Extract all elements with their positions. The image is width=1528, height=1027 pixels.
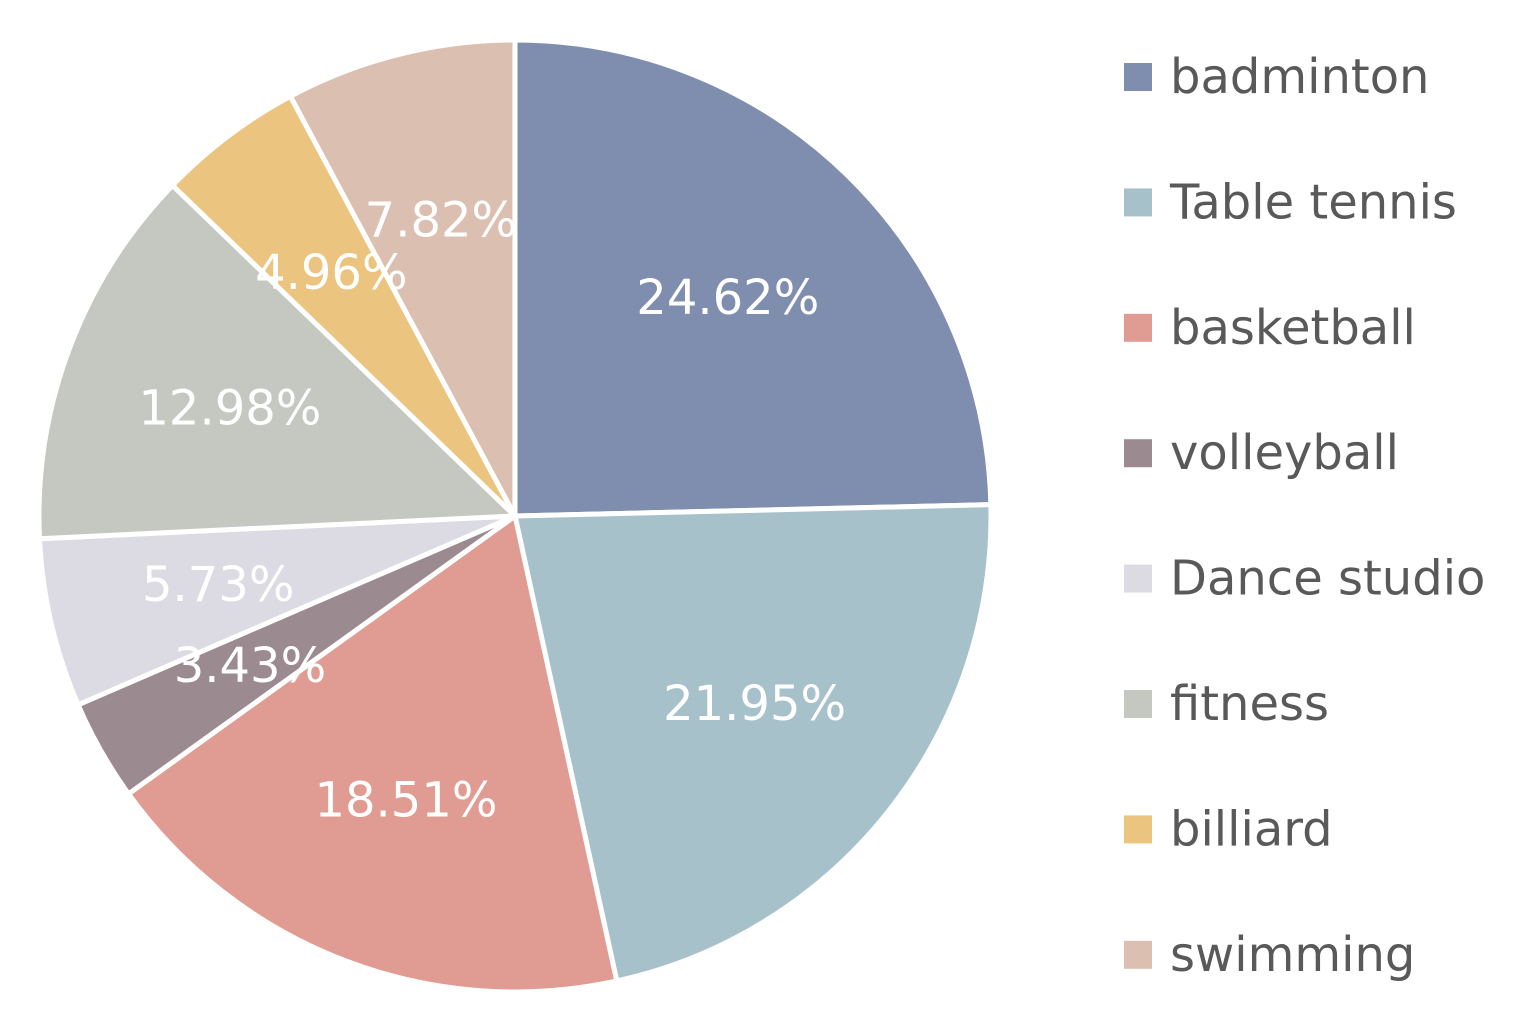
legend-item-volleyball: volleyball bbox=[1124, 425, 1399, 481]
legend-swatch-fitness bbox=[1124, 690, 1152, 718]
legend-label-badminton: badminton bbox=[1170, 49, 1429, 105]
legend-label-fitness: fitness bbox=[1170, 676, 1329, 732]
legend-swatch-table-tennis bbox=[1124, 188, 1152, 217]
legend-item-basketball: basketball bbox=[1124, 300, 1416, 356]
data-label-table-tennis: 21.95% bbox=[663, 676, 846, 732]
pie-slices bbox=[36, 37, 994, 995]
pie-slice-swimming bbox=[287, 37, 518, 519]
data-label-volleyball: 3.43% bbox=[174, 638, 326, 694]
legend-swatch-billiard bbox=[1124, 815, 1152, 844]
legend-item-fitness: fitness bbox=[1124, 676, 1329, 732]
legend-item-billiard: billiard bbox=[1124, 801, 1333, 857]
legend-swatch-volleyball bbox=[1124, 439, 1152, 468]
legend-item-badminton: badminton bbox=[1124, 49, 1429, 105]
legend-item-table-tennis: Table tennis bbox=[1124, 174, 1457, 230]
pie-slice-fitness bbox=[36, 182, 518, 542]
data-label-billiard: 4.96% bbox=[255, 245, 407, 301]
legend-label-billiard: billiard bbox=[1170, 801, 1333, 857]
data-label-fitness: 12.98% bbox=[138, 381, 321, 437]
pie-slice-table-tennis bbox=[512, 502, 994, 984]
pie-slice-labels: 24.62% 21.95% 18.51% 3.43% 5.73% 12.98% 4.96%7… bbox=[138, 193, 846, 829]
legend-label-dance-studio: Dance studio bbox=[1170, 551, 1485, 607]
legend-swatch-swimming bbox=[1124, 940, 1152, 969]
data-label-swimming: 7.82% bbox=[365, 193, 517, 249]
legend-swatch-badminton bbox=[1124, 63, 1152, 91]
pie-slice-billiard bbox=[170, 93, 518, 519]
legend: badminton Table tennis basketball volleybal… bbox=[1124, 49, 1485, 983]
data-label-badminton: 24.62% bbox=[636, 270, 819, 326]
legend-label-basketball: basketball bbox=[1170, 300, 1416, 356]
legend-label-table-tennis: Table tennis bbox=[1169, 174, 1457, 230]
data-label-dance-studio: 5.73% bbox=[142, 557, 294, 613]
data-label-basketball: 18.51% bbox=[314, 772, 497, 828]
pie-slice-basketball bbox=[126, 513, 620, 995]
legend-item-swimming: swimming bbox=[1124, 927, 1415, 983]
legend-swatch-basketball bbox=[1124, 313, 1152, 342]
pie-slice-badminton bbox=[512, 37, 994, 519]
legend-item-dance-studio: Dance studio bbox=[1124, 551, 1485, 607]
legend-swatch-dance-studio bbox=[1124, 564, 1152, 593]
pie-slice-dance-studio bbox=[37, 513, 518, 708]
legend-label-volleyball: volleyball bbox=[1170, 425, 1399, 481]
legend-label-swimming: swimming bbox=[1170, 927, 1415, 983]
